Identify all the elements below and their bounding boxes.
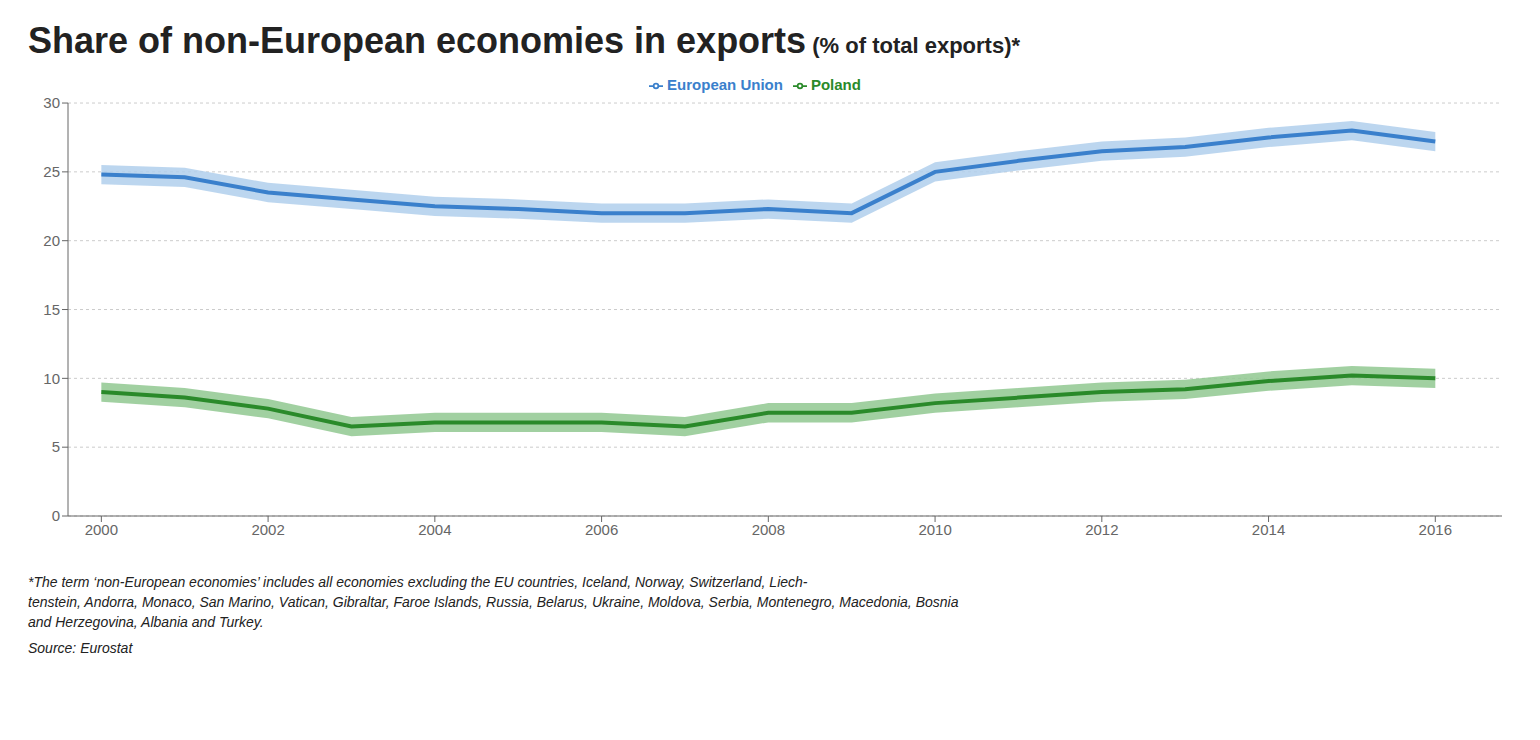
svg-text:5: 5	[52, 438, 60, 455]
svg-text:10: 10	[43, 370, 60, 387]
html-text:Source: Eurostat: Source: Eurostat	[28, 640, 133, 656]
svg-text:30: 30	[43, 94, 60, 111]
svg-text:2008: 2008	[752, 521, 785, 538]
html-text:European Union: European Union	[667, 76, 783, 93]
svg-text:2006: 2006	[585, 521, 618, 538]
html-text:and Herzegovina, Albania and T: and Herzegovina, Albania and Turkey.	[28, 614, 264, 630]
svg-text:2002: 2002	[251, 521, 284, 538]
svg-text:20: 20	[43, 232, 60, 249]
svg-text:0: 0	[52, 507, 60, 524]
svg-text:2004: 2004	[418, 521, 451, 538]
html-text:*The term ‘non-European econom: *The term ‘non-European economies’ inclu…	[28, 574, 808, 590]
svg-text:2014: 2014	[1252, 521, 1285, 538]
html-text:Poland: Poland	[810, 76, 861, 93]
html-text:tenstein, Andorra, Monaco, San: tenstein, Andorra, Monaco, San Marino, V…	[28, 594, 959, 610]
svg-text:2016: 2016	[1419, 521, 1452, 538]
html-text:Share of non-European economie: Share of non-European economies in expor…	[28, 20, 1020, 61]
svg-text:25: 25	[43, 163, 60, 180]
svg-text:2012: 2012	[1085, 521, 1118, 538]
svg-text:15: 15	[43, 301, 60, 318]
svg-text:2000: 2000	[85, 521, 118, 538]
svg-text:2010: 2010	[918, 521, 951, 538]
